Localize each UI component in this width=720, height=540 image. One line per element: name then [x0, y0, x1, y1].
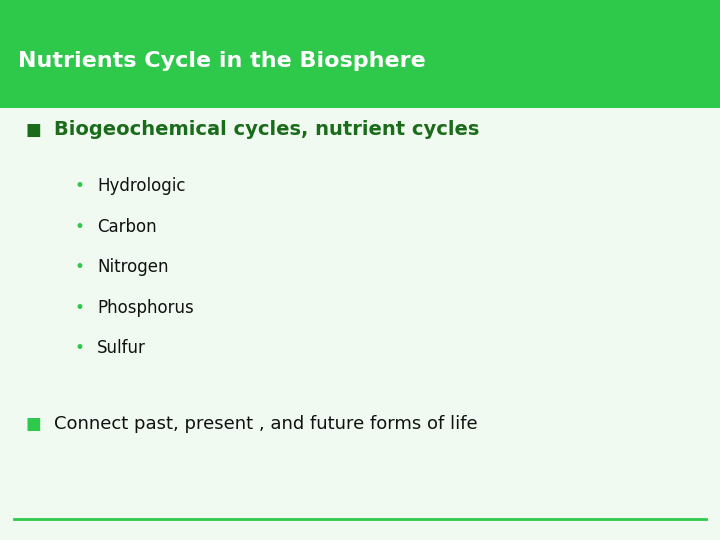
Text: Nutrients Cycle in the Biosphere: Nutrients Cycle in the Biosphere [18, 51, 426, 71]
Text: •: • [74, 258, 84, 276]
Text: Phosphorus: Phosphorus [97, 299, 194, 317]
FancyBboxPatch shape [0, 14, 720, 108]
Text: Hydrologic: Hydrologic [97, 177, 186, 195]
Text: •: • [74, 339, 84, 357]
Text: ■: ■ [25, 415, 41, 433]
Text: •: • [74, 299, 84, 317]
Text: •: • [74, 218, 84, 236]
FancyBboxPatch shape [0, 0, 720, 14]
Text: •: • [74, 177, 84, 195]
Text: Sulfur: Sulfur [97, 339, 146, 357]
Text: Biogeochemical cycles, nutrient cycles: Biogeochemical cycles, nutrient cycles [54, 120, 480, 139]
Text: Carbon: Carbon [97, 218, 157, 236]
Text: Connect past, present , and future forms of life: Connect past, present , and future forms… [54, 415, 477, 433]
Text: Nitrogen: Nitrogen [97, 258, 168, 276]
Text: ■: ■ [25, 120, 41, 139]
